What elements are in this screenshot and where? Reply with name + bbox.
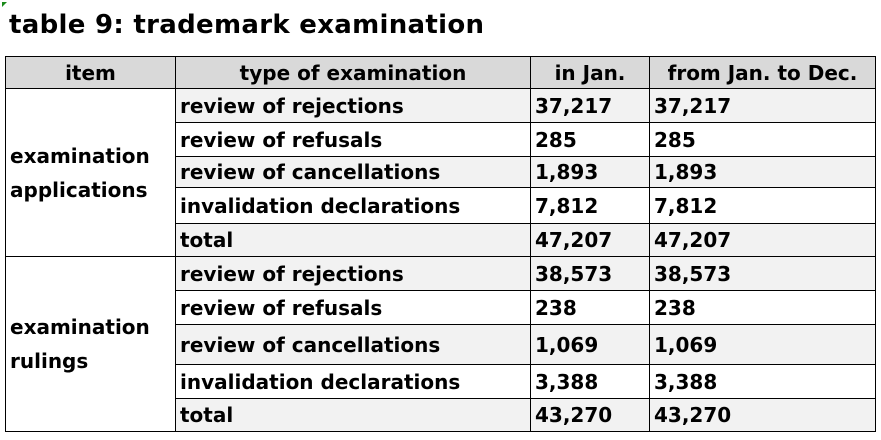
header-item: item [5,56,176,89]
type-cell: review of refusals [175,122,531,157]
type-cell: review of refusals [175,290,531,325]
type-cell: review of rejections [175,256,531,291]
item-group-rulings: examination rulings [5,256,176,432]
header-jan-dec: from Jan. to Dec. [649,56,876,89]
jan-dec-cell: 43,270 [649,398,876,432]
jan-dec-cell: 47,207 [649,223,876,257]
jan-cell: 1,069 [530,324,650,365]
jan-dec-cell: 7,812 [649,187,876,224]
jan-cell: 285 [530,122,650,157]
header-type: type of examination [175,56,531,89]
jan-dec-cell: 285 [649,122,876,157]
table-row: invalidation declarations 3,388 3,388 [6,364,876,399]
jan-cell: 38,573 [530,256,650,291]
jan-cell: 1,893 [530,156,650,188]
jan-dec-cell: 1,893 [649,156,876,188]
trademark-examination-table: item type of examination in Jan. from Ja… [5,56,876,432]
type-cell: total [175,398,531,432]
item-label-line: rulings [10,349,89,373]
jan-cell: 43,270 [530,398,650,432]
table-row: invalidation declarations 7,812 7,812 [6,187,876,224]
jan-dec-cell: 1,069 [649,324,876,365]
table-row: examination applications review of rejec… [5,88,876,257]
type-cell: invalidation declarations [175,187,531,224]
jan-dec-cell: 238 [649,290,876,325]
table-row: total 43,270 43,270 [6,398,876,432]
header-jan: in Jan. [530,56,650,89]
table-row: review of cancellations 1,893 1,893 [6,156,876,188]
jan-cell: 47,207 [530,223,650,257]
type-cell: total [175,223,531,257]
type-cell: review of rejections [175,88,531,123]
type-cell: review of cancellations [175,156,531,188]
header-row: item type of examination in Jan. from Ja… [5,56,876,89]
table-title: table 9: trademark examination [9,10,485,40]
type-cell: invalidation declarations [175,364,531,399]
table-row: review of refusals 238 238 [6,290,876,325]
jan-dec-cell: 38,573 [649,256,876,291]
table-row: review of cancellations 1,069 1,069 [6,324,876,365]
table-row: review of refusals 285 285 [6,122,876,157]
jan-dec-cell: 37,217 [649,88,876,123]
jan-cell: 37,217 [530,88,650,123]
item-group-applications: examination applications [5,88,176,257]
table-row: examination rulings review of rejections… [5,256,876,432]
item-label-line: examination [10,315,150,339]
jan-cell: 238 [530,290,650,325]
jan-cell: 7,812 [530,187,650,224]
jan-cell: 3,388 [530,364,650,399]
jan-dec-cell: 3,388 [649,364,876,399]
corner-marker [2,2,7,7]
type-cell: review of cancellations [175,324,531,365]
table-row: total 47,207 47,207 [6,223,876,257]
item-label-line: examination [10,143,150,168]
item-label-line: applications [10,177,148,202]
